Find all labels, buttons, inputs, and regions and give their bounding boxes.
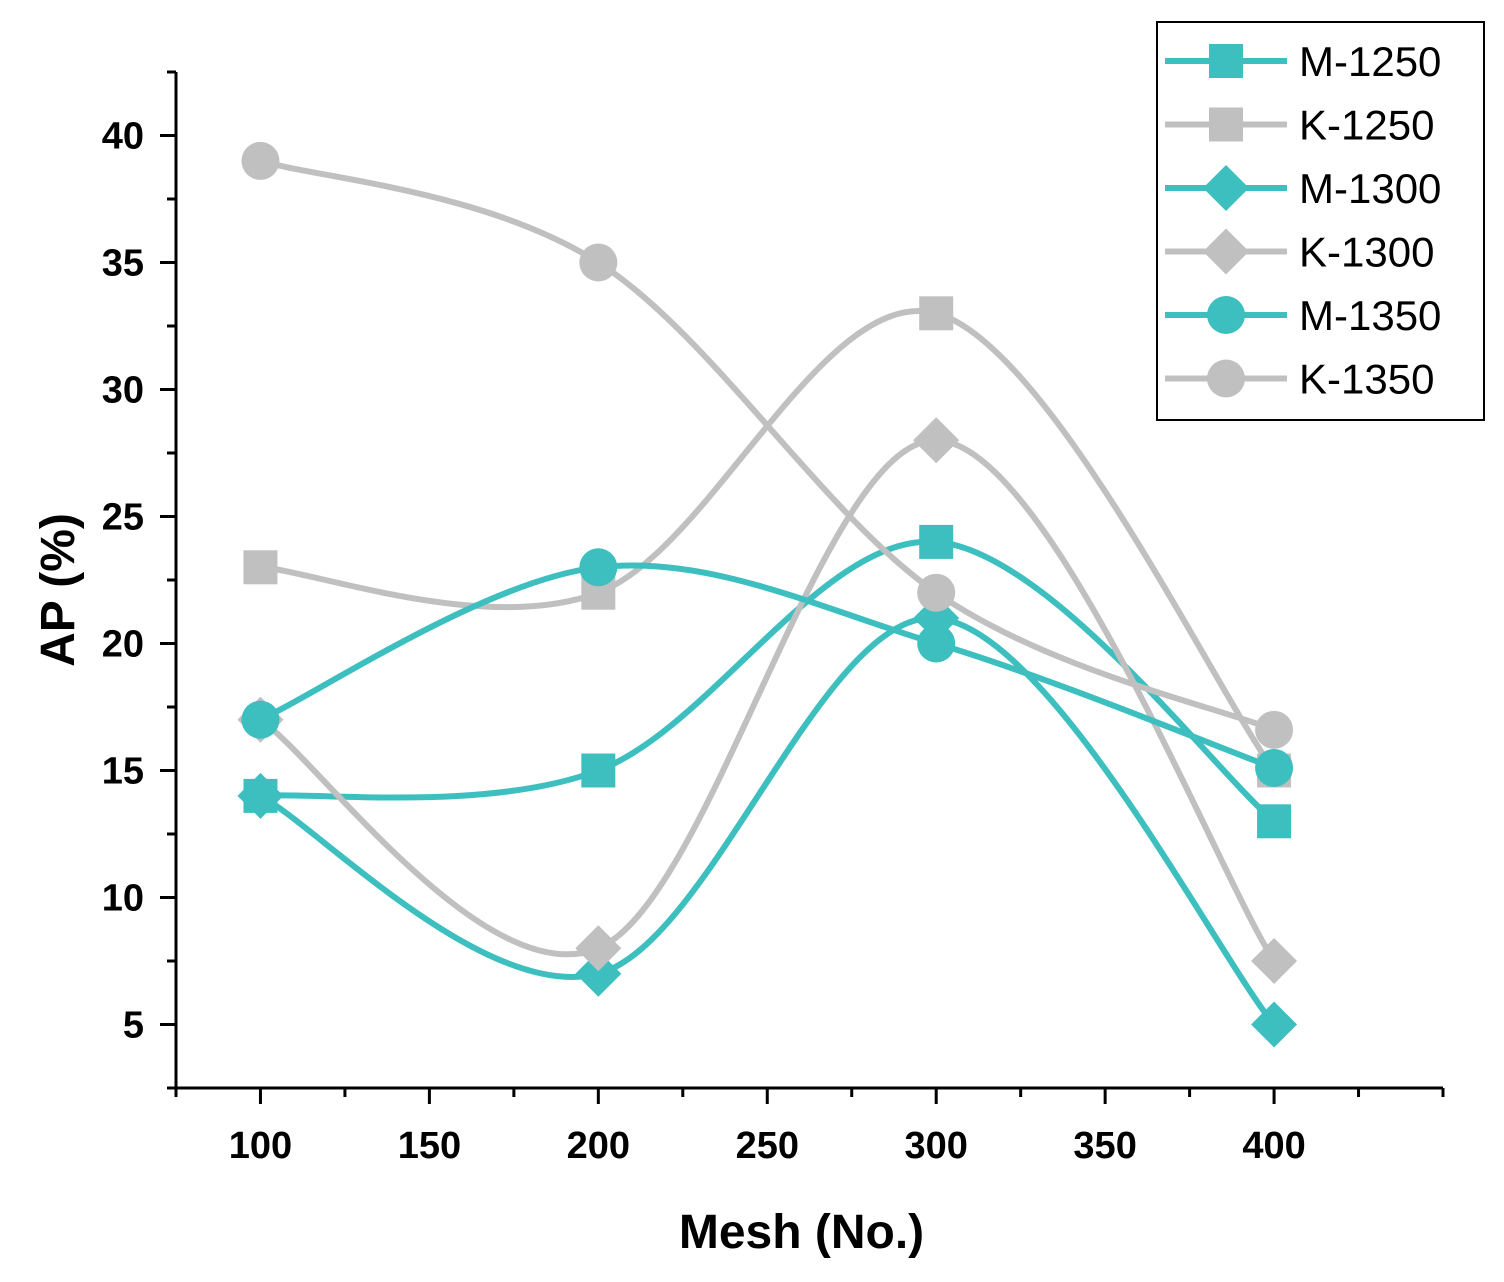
data-point-m-1350 (241, 700, 280, 739)
legend-marker (1209, 107, 1243, 142)
legend-entry-k-1300: K-1300 (1165, 228, 1434, 276)
series-line-k-1300 (257, 437, 1278, 964)
x-tick-label: 100 (229, 1125, 292, 1167)
data-point-k-1350 (917, 573, 956, 612)
x-tick-label: 400 (1242, 1125, 1305, 1167)
axes: 100 150 200 250 300 350 400 5 10 15 20 25 30 35 40 (102, 70, 1445, 1167)
legend-label: M-1300 (1299, 165, 1441, 212)
data-point-m-1350 (579, 548, 618, 587)
legend-label: M-1250 (1299, 38, 1441, 85)
legend-marker (1207, 359, 1245, 398)
y-tick-label: 25 (102, 497, 144, 539)
data-point-m-1300 (575, 950, 622, 997)
series-layer (237, 141, 1298, 1048)
legend-marker (1209, 44, 1243, 78)
x-tick-label: 150 (398, 1125, 461, 1167)
series-m-1350 (241, 548, 1294, 787)
data-point-m-1300 (1251, 1001, 1298, 1048)
series-m-1300 (237, 595, 1298, 1048)
data-point-m-1350 (917, 624, 956, 663)
legend-label: K-1300 (1299, 229, 1434, 276)
data-point-m-1350 (1255, 748, 1294, 787)
data-point-k-1300 (913, 417, 960, 464)
x-axis-title: Mesh (No.) (679, 1206, 924, 1259)
x-tick-label: 300 (904, 1125, 967, 1167)
data-point-k-1350 (1255, 710, 1294, 749)
data-point-k-1300 (575, 925, 622, 972)
series-line-m-1350 (257, 562, 1278, 771)
legend-entry-m-1300: M-1300 (1165, 165, 1441, 212)
y-tick-label: 10 (102, 878, 144, 920)
data-point-k-1300 (1251, 938, 1298, 984)
y-axis-title: AP (%) (32, 513, 85, 667)
data-point-k-1350 (579, 243, 618, 282)
legend-entry-k-1350: K-1350 (1165, 356, 1434, 403)
y-tick-label: 40 (102, 116, 144, 158)
legend-label: K-1250 (1299, 102, 1434, 149)
series-line-k-1250 (257, 308, 1278, 774)
y-tick-label: 15 (102, 751, 144, 793)
y-tick-label: 5 (123, 1005, 144, 1047)
series-line-m-1250 (257, 538, 1278, 825)
y-tick-label: 35 (102, 243, 144, 285)
x-tick-label: 200 (567, 1125, 630, 1167)
x-tick-label: 250 (736, 1125, 799, 1167)
series-m-1250 (243, 524, 1292, 839)
legend-box (1156, 21, 1485, 421)
data-point-k-1250 (243, 550, 278, 585)
data-point-k-1250 (919, 296, 954, 331)
y-tick-label: 20 (102, 624, 144, 666)
series-line-m-1300 (257, 615, 1278, 1028)
data-point-m-1300 (237, 772, 284, 819)
legend-label: M-1350 (1299, 292, 1441, 339)
data-point-k-1350 (241, 141, 280, 180)
legend-marker (1203, 228, 1249, 275)
data-point-m-1250 (581, 753, 616, 788)
data-point-m-1250 (1257, 804, 1292, 839)
legend-label: K-1350 (1299, 356, 1434, 403)
x-tick-label: 350 (1073, 1125, 1136, 1167)
legend-marker (1203, 165, 1249, 211)
legend: M-1250 K-1250 M-1300 K-1300 M-1350 K-1350 (1156, 21, 1485, 421)
series-line-k-1350 (257, 157, 1278, 733)
legend-entry-m-1350: M-1350 (1165, 292, 1441, 339)
data-point-m-1250 (919, 524, 954, 559)
legend-entry-m-1250: M-1250 (1165, 38, 1441, 85)
legend-entry-k-1250: K-1250 (1165, 102, 1434, 149)
legend-marker (1207, 296, 1245, 334)
series-k-1350 (241, 141, 1294, 749)
y-tick-label: 30 (102, 370, 144, 412)
